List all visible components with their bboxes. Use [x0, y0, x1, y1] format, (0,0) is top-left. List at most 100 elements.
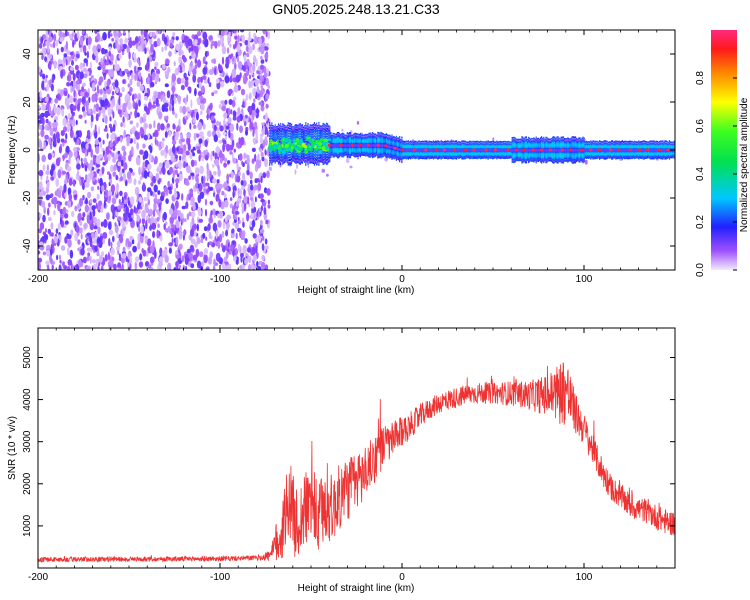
spectrogram-halo-cell [336, 132, 338, 134]
spectrogram-noise-cell [186, 132, 191, 139]
spectrogram-noise-cell [117, 109, 122, 115]
spectrogram-noise-cell [79, 36, 83, 46]
spectrogram-noise-cell [175, 36, 179, 41]
spectrogram-noise-cell [260, 104, 265, 112]
spectrogram-noise-cell [153, 250, 157, 259]
spectrogram-noise-cell [129, 111, 133, 116]
spectrogram-signal-cell [327, 135, 329, 138]
spectrogram-noise-cell [53, 33, 57, 42]
spectrogram-noise-cell [201, 261, 205, 267]
spectrogram-noise-cell [82, 67, 88, 73]
spectrogram-noise-cell [246, 169, 250, 176]
spectrogram-noise-cell [66, 265, 71, 270]
spectrogram-signal-cell [295, 135, 297, 138]
spectrogram-noise-cell [209, 200, 214, 206]
spectrogram-noise-cell [214, 158, 220, 167]
spectrogram-signal-cell [289, 130, 292, 133]
spectrogram-noise-cell [146, 238, 152, 247]
spectrogram-noise-cell [175, 254, 180, 260]
spectrogram-noise-cell [45, 30, 48, 37]
spectrogram-signal-cell [329, 151, 331, 155]
spectrogram-noise-cell [66, 50, 71, 55]
spectrogram-noise-cell [77, 98, 83, 103]
spectrogram-signal-cell [357, 144, 359, 147]
spectrogram-noise-cell [168, 247, 172, 254]
spectrogram-halo-cell [343, 154, 345, 157]
spectrogram-noise-cell [58, 254, 62, 261]
spectrogram-noise-cell [185, 201, 189, 209]
spectrogram-noise-cell [231, 228, 235, 234]
spectrogram-noise-cell [127, 31, 130, 39]
spectrogram-noise-cell [202, 232, 206, 239]
spectrogram-signal-cell [297, 129, 299, 132]
spectrogram-halo-cell [279, 161, 281, 164]
spectrogram-noise-cell [50, 110, 54, 117]
spectrogram-signal-cell [333, 144, 335, 147]
spectrogram-noise-cell [51, 238, 54, 246]
spectrogram-halo-cell [307, 123, 309, 125]
spectrogram-noise-cell [200, 86, 205, 94]
spectrogram-noise-cell [223, 112, 228, 119]
spectrogram-halo-cell [372, 155, 375, 158]
spectrogram-halo-cell [339, 155, 341, 158]
spectrogram-noise-cell [216, 179, 220, 184]
spectrogram-signal-cell [323, 135, 325, 138]
spectrogram-noise-cell [213, 90, 218, 95]
spectrogram-noise-cell [72, 179, 76, 187]
spectrogram-signal-cell [303, 128, 305, 131]
spectrogram-noise-cell [142, 154, 146, 161]
spectrogram-signal-cell [296, 131, 298, 134]
spectrogram-noise-cell [186, 94, 189, 103]
spectrogram-noise-cell [153, 184, 158, 193]
spectrogram-noise-cell [185, 106, 190, 113]
spectrogram-signal-cell [295, 130, 297, 134]
spectrogram-halo-cell [331, 154, 333, 156]
spectrogram-noise-cell [140, 225, 144, 235]
spectrogram-signal-cell [346, 144, 348, 147]
spectrogram-signal-cell [316, 159, 318, 162]
spectrogram-halo-cell [311, 161, 313, 164]
spectrogram-signal-cell [318, 126, 320, 129]
spectrogram-noise-cell [137, 93, 142, 102]
spectrogram-noise-cell [265, 43, 270, 47]
spectrogram-noise-cell [169, 42, 173, 48]
spectrogram-halo-cell [322, 122, 324, 125]
spectrogram-noise-cell [50, 176, 55, 181]
spectrogram-noise-cell [244, 39, 249, 46]
spectrogram-signal-cell [284, 131, 286, 134]
spectrogram-noise-cell [142, 182, 146, 191]
spectrogram-signal-cell [291, 133, 293, 136]
spectrogram-noise-cell [142, 161, 146, 168]
spectrogram-noise-cell [258, 43, 261, 48]
spectrogram-noise-cell [156, 229, 159, 239]
spectrogram-noise-cell [259, 136, 263, 144]
spectrogram-noise-cell [55, 178, 60, 187]
spectrogram-signal-cell [312, 148, 314, 151]
spectrogram-signal-cell [286, 157, 288, 160]
spectrogram-signal-cell [285, 128, 287, 131]
spectrogram-noise-cell [247, 39, 251, 49]
spectrogram-signal-cell [276, 154, 278, 157]
spectrogram-noise-cell [142, 143, 146, 149]
spectrogram-noise-cell [53, 60, 57, 69]
spectrogram-noise-cell [94, 245, 98, 252]
spectrogram-signal-cell [287, 129, 289, 132]
spectrogram-noise-cell [245, 129, 248, 136]
spectrogram-halo-cell [328, 161, 330, 163]
spectrogram-noise-cell [233, 148, 237, 153]
spectrogram-signal-cell [380, 144, 382, 147]
spectrogram-signal-cell [299, 156, 301, 159]
spectrogram-signal-cell [289, 153, 292, 156]
spectrogram-halo-cell [289, 122, 292, 125]
spectrogram-signal-cell [279, 129, 281, 132]
spectrogram-signal-cell [279, 138, 281, 141]
spectrogram-noise-cell [41, 80, 45, 89]
spectrogram-noise-cell [263, 206, 267, 215]
spectrogram-halo-cell [351, 134, 353, 137]
spectrogram-noise-cell [266, 188, 271, 196]
spectrogram-noise-cell [39, 51, 43, 56]
spectrogram-noise-cell [181, 205, 186, 210]
spectrogram-noise-cell [51, 260, 55, 265]
spectrogram-noise-cell [82, 256, 87, 264]
spectrogram-noise-cell [141, 248, 144, 254]
